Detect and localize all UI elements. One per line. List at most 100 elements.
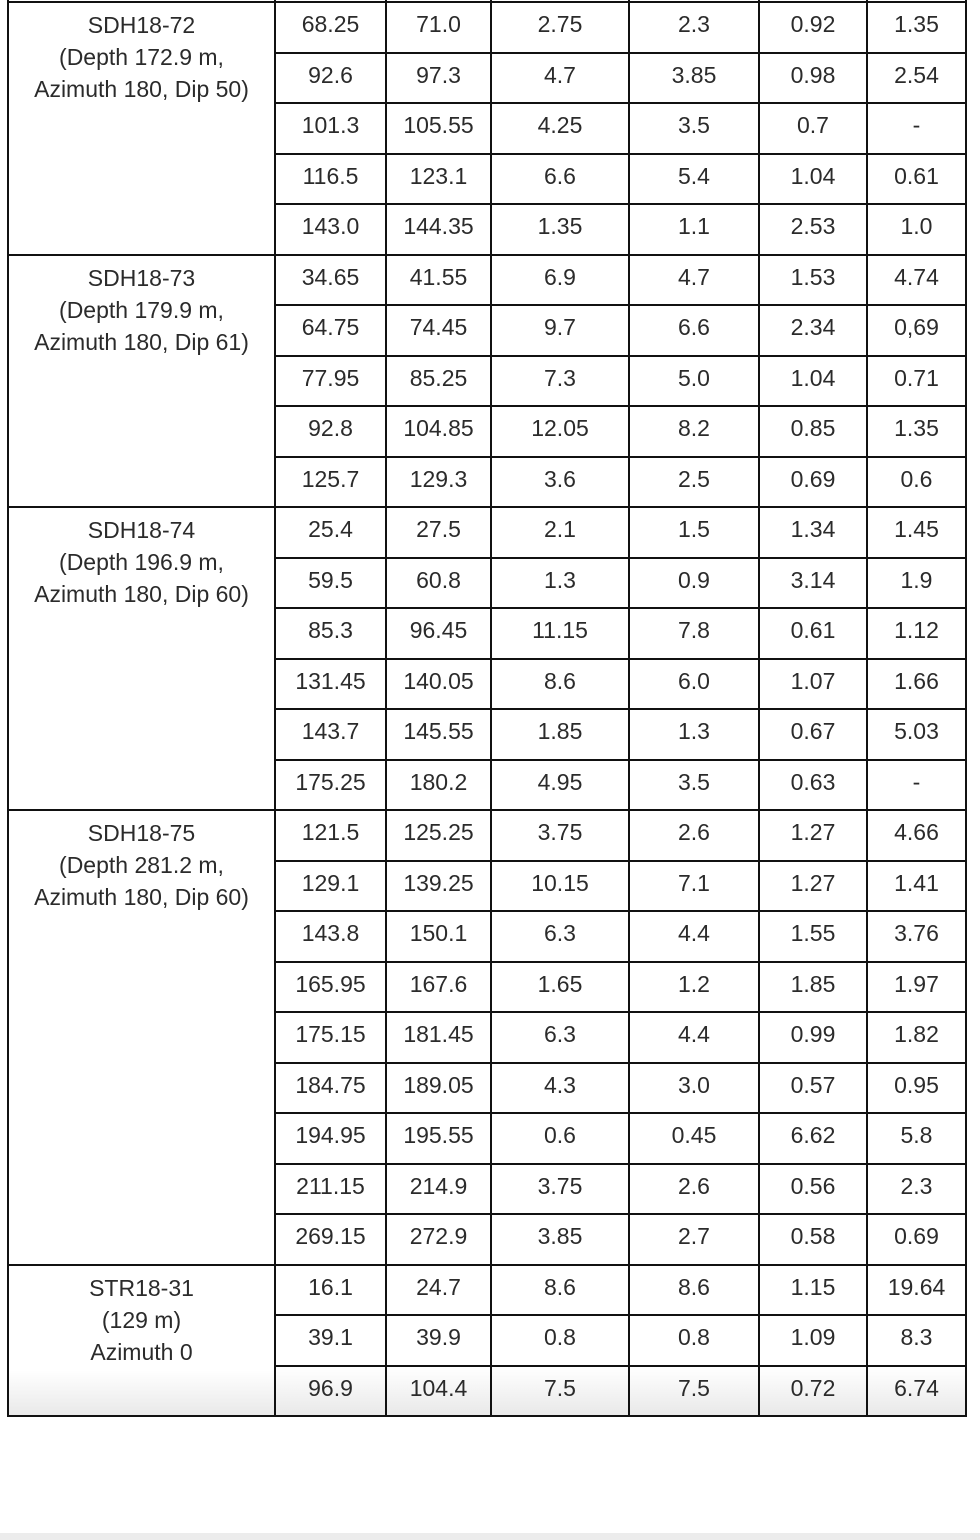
drill-hole-cell: SDH18-74 (Depth 196.9 m, Azimuth 180, Dip … [7,506,276,811]
value-cell: 2.7 [628,1213,760,1266]
value-cell: 0.56 [758,1162,868,1215]
value-cell: 1.35 [490,203,630,256]
drill-hole-label-line: Azimuth 180, Dip 60) [34,581,249,607]
value-cell: 0.45 [628,1112,760,1165]
value-cell: 1.12 [866,607,967,660]
value-cell: 194.95 [274,1112,387,1165]
value-cell: 123.1 [385,152,492,205]
value-cell: 144.35 [385,203,492,256]
value-cell: 0.72 [758,1364,868,1417]
value-cell: 175.25 [274,758,387,811]
page-footer-strip [0,1533,980,1540]
table-row: 64.75 74.45 9.7 6.6 2.34 0,69 [8,304,967,357]
value-cell: 1.85 [758,960,868,1013]
value-cell: 269.15 [274,1213,387,1266]
value-cell: 1.07 [758,657,868,710]
value-cell: 85.3 [274,607,387,660]
value-cell: 0.61 [758,607,868,660]
value-cell: 1.45 [866,506,967,559]
value-cell: 3.0 [628,1061,760,1114]
table-row: 39.1 39.9 0.8 0.8 1.09 8.3 [8,1314,967,1367]
value-cell: 3.14 [758,556,868,609]
value-cell: 10.15 [490,859,630,912]
table-row: 129.1 139.25 10.15 7.1 1.27 1.41 [8,859,967,912]
drill-hole-cell: SDH18-75 (Depth 281.2 m, Azimuth 180, Dip … [7,809,276,1266]
value-cell: 2.6 [628,809,760,862]
drill-hole-label-line: SDH18-72 [87,12,196,38]
value-cell: 1.41 [866,859,967,912]
value-cell: 181.45 [385,1011,492,1064]
value-cell: 104.4 [385,1364,492,1417]
value-cell: 41.55 [385,253,492,306]
value-cell: 4.95 [490,758,630,811]
value-cell: 24.7 [385,1263,492,1316]
table-row: 175.15 181.45 6.3 4.4 0.99 1.82 [8,1011,967,1064]
value-cell: 16.1 [274,1263,387,1316]
value-cell: 4.4 [628,1011,760,1064]
value-cell: 0.9 [628,556,760,609]
value-cell: 1.9 [866,556,967,609]
value-cell: 0.61 [866,152,967,205]
value-cell: 116.5 [274,152,387,205]
value-cell: 60.8 [385,556,492,609]
value-cell: 7.1 [628,859,760,912]
table-body: SDH18-72 (Depth 172.9 m, Azimuth 180, Dip … [7,0,967,1417]
value-cell: 175.15 [274,1011,387,1064]
value-cell: 27.5 [385,506,492,559]
drill-hole-label-line: Azimuth 0 [90,1338,193,1365]
value-cell: 68.25 [274,1,387,54]
table-row: 143.7 145.55 1.85 1.3 0.67 5.03 [8,708,967,761]
drill-hole-cell: SDH18-72 (Depth 172.9 m, Azimuth 180, Dip … [7,1,276,256]
table-row: SDH18-74 (Depth 196.9 m, Azimuth 180, Dip … [7,506,967,811]
value-cell: 2.3 [866,1162,967,1215]
value-cell: 1.53 [758,253,868,306]
value-cell: 3.85 [628,51,760,104]
value-cell: 71.0 [385,1,492,54]
value-cell: 8.6 [490,657,630,710]
value-cell: 6.6 [628,304,760,357]
drill-hole-label-line: SDH18-74 [87,517,196,543]
value-cell: 0.63 [758,758,868,811]
value-cell: 143.8 [274,910,387,963]
value-cell: 9.7 [490,304,630,357]
table-row: 125.7 129.3 3.6 2.5 0.69 0.6 [8,455,967,508]
value-cell: 180.2 [385,758,492,811]
drill-hole-label-line: STR18-31 [89,1274,194,1301]
value-cell: 1.09 [758,1314,868,1367]
value-cell: 11.15 [490,607,630,660]
value-cell: 140.05 [385,657,492,710]
value-cell: 1.3 [490,556,630,609]
value-cell: 4.74 [866,253,967,306]
value-cell: 19.64 [866,1263,967,1316]
value-cell: 2.53 [758,203,868,256]
value-cell: 1.55 [758,910,868,963]
value-cell: 3.5 [628,102,760,155]
value-cell: 6.3 [490,910,630,963]
value-cell: 2.5 [628,455,760,508]
drill-hole-label-line: (Depth 281.2 m, [59,852,224,878]
value-cell: 2.1 [490,506,630,559]
drill-hole-label-line: (Depth 172.9 m, [59,44,224,70]
value-cell: 0.58 [758,1213,868,1266]
value-cell: 96.9 [274,1364,387,1417]
value-cell: 184.75 [274,1061,387,1114]
value-cell: 0.85 [758,405,868,458]
value-cell: 4.25 [490,102,630,155]
value-cell: 4.66 [866,809,967,862]
value-cell: 3.5 [628,758,760,811]
value-cell: 64.75 [274,304,387,357]
table-row: 194.95 195.55 0.6 0.45 6.62 5.8 [8,1112,967,1165]
value-cell: 4.7 [490,51,630,104]
value-cell: 150.1 [385,910,492,963]
table-row: 184.75 189.05 4.3 3.0 0.57 0.95 [8,1061,967,1114]
value-cell: 6.6 [490,152,630,205]
value-cell: 0,69 [866,304,967,357]
table-row: 59.5 60.8 1.3 0.9 3.14 1.9 [8,556,967,609]
value-cell: 1.66 [866,657,967,710]
value-cell: 0.69 [758,455,868,508]
value-cell: 2.6 [628,1162,760,1215]
value-cell: 0.99 [758,1011,868,1064]
value-cell: 1.85 [490,708,630,761]
value-cell: 96.45 [385,607,492,660]
value-cell: - [866,758,967,811]
